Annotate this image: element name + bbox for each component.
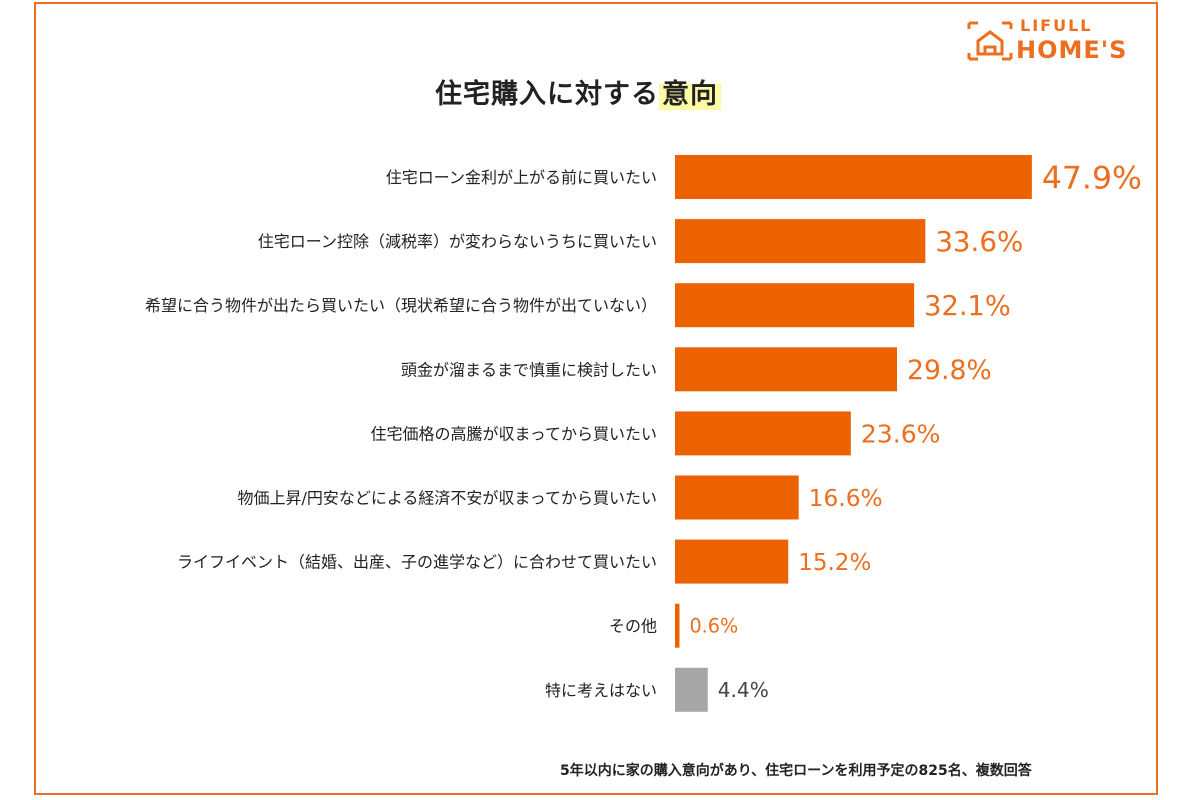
category-label-5: 物価上昇/円安などによる経済不安が収まってから買いたい: [238, 489, 657, 508]
value-label-7: 0.6%: [689, 615, 738, 638]
bar-2: [675, 283, 915, 328]
value-label-8: 4.4%: [718, 678, 769, 702]
bar-0: [675, 155, 1032, 199]
category-label-4: 住宅価格の高騰が収まってから買いたい: [370, 424, 657, 443]
value-label-6: 15.2%: [798, 550, 871, 576]
value-label-1: 33.6%: [935, 225, 1023, 258]
category-label-0: 住宅ローン金利が上がる前に買いたい: [386, 168, 657, 187]
bar-3: [675, 347, 898, 392]
bar-7: [675, 603, 680, 648]
category-label-2: 希望に合う物件が出たら買いたい（現状希望に合う物件が出ていない）: [145, 296, 657, 315]
category-label-1: 住宅ローン控除（減税率）が変わらないうちに買いたい: [258, 232, 657, 251]
bar-5: [675, 475, 799, 520]
bar-1: [675, 219, 926, 264]
title-main: 住宅購入に対する: [435, 79, 659, 110]
logo-text-lifull: LIFULL: [1020, 16, 1093, 35]
value-label-2: 32.1%: [924, 291, 1011, 322]
value-label-4: 23.6%: [861, 419, 941, 448]
bar-4: [675, 411, 851, 456]
chart-title: 住宅購入に対する 意向: [435, 72, 775, 112]
value-label-5: 16.6%: [809, 485, 883, 512]
footnote: 5年以内に家の購入意向があり、住宅ローンを利用予定の825名、複数回答: [560, 763, 1032, 779]
category-label-3: 頭金が溜まるまで慎重に検討したい: [401, 360, 657, 379]
category-label-7: その他: [609, 617, 657, 636]
chart-frame: [34, 2, 1158, 795]
category-label-6: ライフイベント（結婚、出産、子の進学など）に合わせて買いたい: [177, 553, 657, 572]
value-label-3: 29.8%: [907, 355, 992, 386]
title-highlight: 意向: [659, 79, 721, 110]
house-logo-icon: [967, 21, 1013, 61]
bar-6: [675, 539, 789, 584]
bar-8: [675, 667, 708, 712]
category-label-8: 特に考えはない: [545, 681, 657, 700]
value-label-0: 47.9%: [1042, 160, 1142, 196]
logo-text-homes: HOME'S: [1016, 36, 1128, 64]
